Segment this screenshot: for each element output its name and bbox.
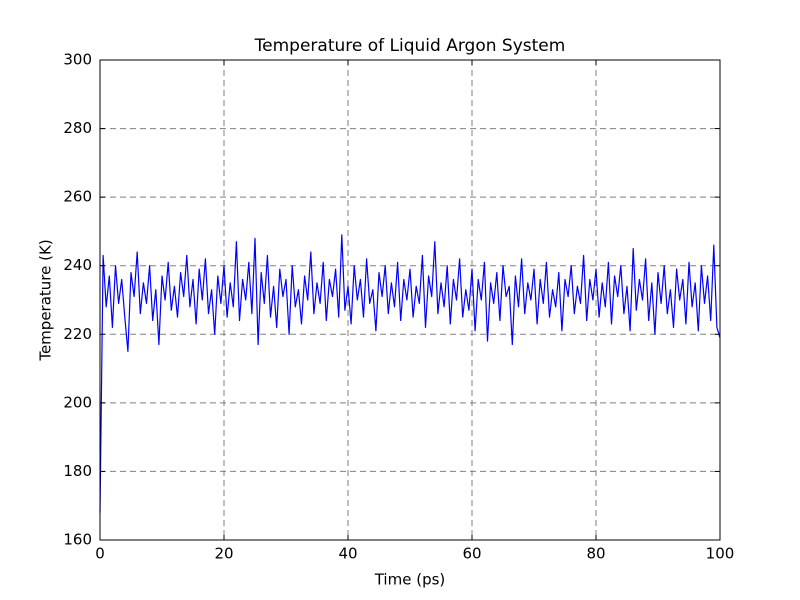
- x-tick-label: 20: [214, 545, 233, 563]
- data-line: [99, 234, 721, 513]
- y-tick-label: 220: [63, 325, 92, 343]
- x-tick-label: 40: [338, 545, 357, 563]
- y-tick-label: 180: [63, 462, 92, 480]
- plot-frame: [99, 59, 721, 541]
- y-axis-label: Temperature (K): [37, 239, 55, 361]
- y-tick-label: 300: [63, 51, 92, 69]
- x-tick-label: 0: [95, 545, 105, 563]
- plot: [99, 234, 721, 513]
- y-tick-label: 280: [63, 119, 92, 137]
- x-tick-label: 100: [706, 545, 735, 563]
- x-axis-label: Time (ps): [374, 571, 446, 589]
- y-tick-label: 240: [63, 256, 92, 274]
- y-tick-label: 260: [63, 188, 92, 206]
- y-tick-label: 160: [63, 531, 92, 549]
- x-tick-label: 60: [462, 545, 481, 563]
- x-tick-label: 80: [586, 545, 605, 563]
- chart-title: Temperature of Liquid Argon System: [254, 36, 566, 56]
- y-tick-label: 200: [63, 393, 92, 411]
